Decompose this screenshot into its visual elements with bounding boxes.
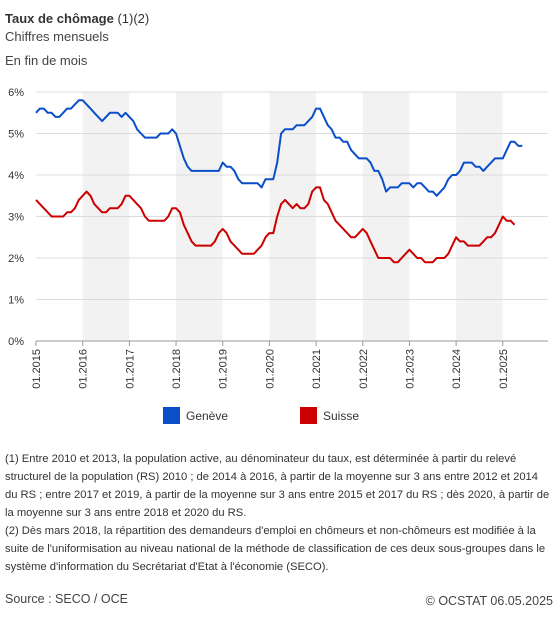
x-tick-label: 01.2025 xyxy=(498,349,510,389)
y-tick-label: 1% xyxy=(8,295,24,307)
y-tick-label: 3% xyxy=(8,212,24,224)
line-chart: 0%1%2%3%4%5%6% 01.2015 01.2016 01.2017 01.2… xyxy=(8,87,548,389)
series-line-suisse xyxy=(35,186,516,264)
x-tick-label: 01.2015 xyxy=(31,349,43,389)
x-axis-ticks: 01.2015 01.2016 01.2017 01.2018 01.2019 01.20… xyxy=(31,341,510,389)
chart-title: Taux de chômage (1)(2) xyxy=(5,11,150,26)
y-tick-label: 4% xyxy=(8,170,24,182)
legend-label-geneve: Genève xyxy=(186,408,229,423)
chart-subtitle: Chiffres mensuels xyxy=(5,29,109,44)
footnote-1: (1) Entre 2010 et 2013, la population ac… xyxy=(5,453,550,519)
x-tick-label: 01.2019 xyxy=(218,349,230,389)
footnotes: (1) Entre 2010 et 2013, la population ac… xyxy=(5,450,553,576)
y-tick-label: 0% xyxy=(8,336,24,348)
y-tick-label: 5% xyxy=(8,129,24,141)
legend-swatch-geneve xyxy=(163,407,180,424)
x-tick-label: 01.2022 xyxy=(358,349,370,389)
series-lines xyxy=(35,99,523,264)
y-tick-label: 2% xyxy=(8,253,24,265)
legend-item-suisse[interactable]: Suisse xyxy=(300,407,359,424)
source-note: Source : SECO / OCE xyxy=(5,592,128,606)
legend-item-geneve[interactable]: Genève xyxy=(163,407,228,424)
x-tick-label: 01.2018 xyxy=(171,349,183,389)
series-line-geneve xyxy=(35,99,523,197)
x-tick-label: 01.2023 xyxy=(404,349,416,389)
unit-note: En fin de mois xyxy=(5,53,88,68)
x-tick-label: 01.2021 xyxy=(311,349,323,389)
y-tick-label: 6% xyxy=(8,87,24,99)
copyright-note: © OCSTAT 06.05.2025 xyxy=(425,594,553,608)
x-tick-label: 01.2024 xyxy=(451,349,463,389)
x-tick-label: 01.2016 xyxy=(78,349,90,389)
legend-swatch-suisse xyxy=(300,407,317,424)
x-tick-label: 01.2020 xyxy=(264,349,276,389)
footnote-2: (2) Dès mars 2018, la répartition des de… xyxy=(5,525,546,573)
y-axis-ticks: 0% 1% 2% 3% 4% 5% 6% xyxy=(8,87,24,348)
x-tick-label: 01.2017 xyxy=(124,349,136,389)
legend-label-suisse: Suisse xyxy=(323,408,360,423)
